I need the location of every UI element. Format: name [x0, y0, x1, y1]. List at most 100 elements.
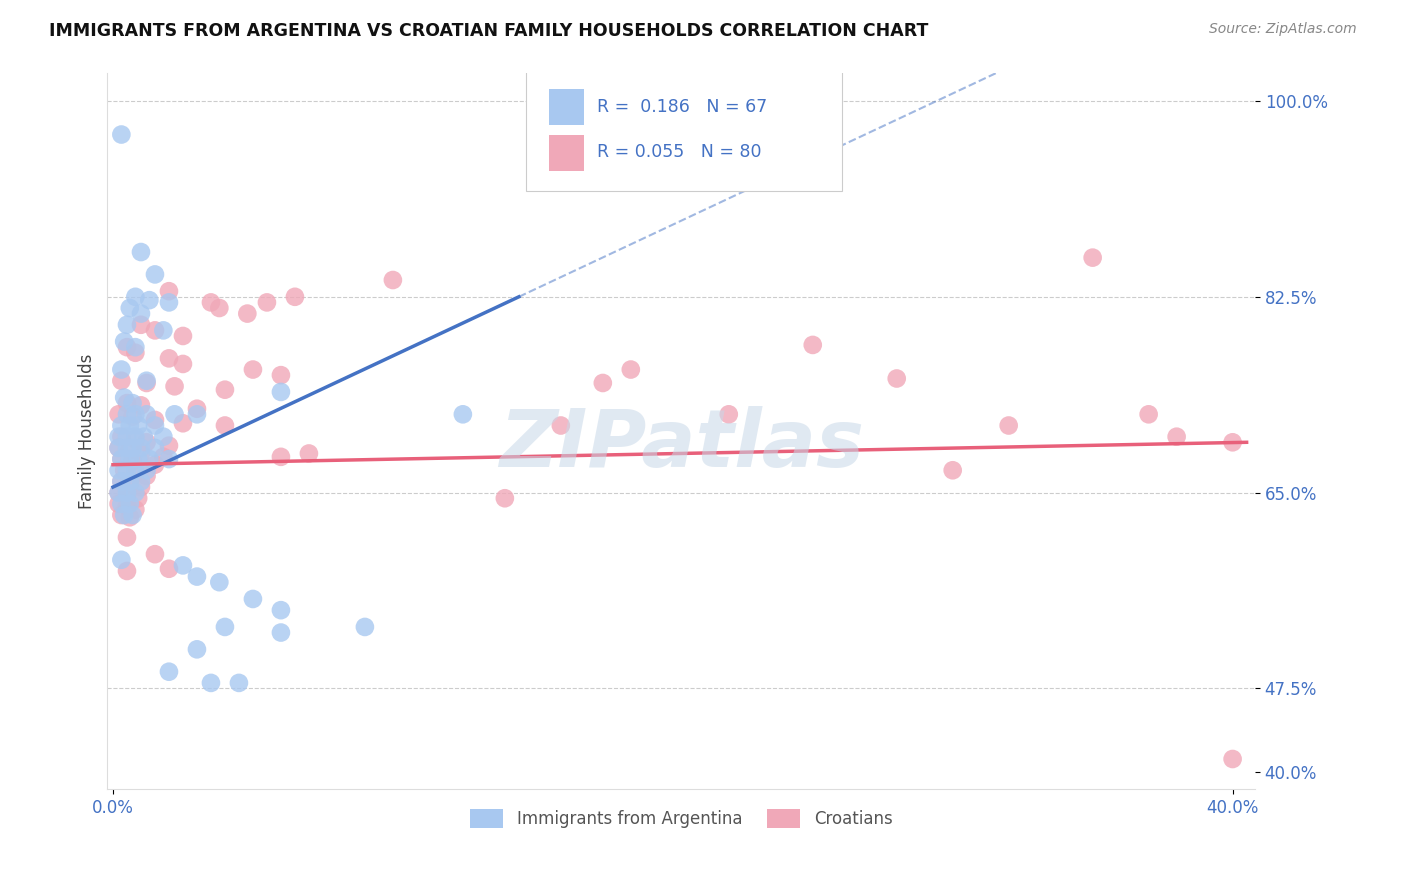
Point [118, 510, 141, 524]
Point [550, 418, 572, 433]
Point [270, 450, 292, 464]
Point [242, 362, 264, 376]
Point [135, 435, 157, 450]
Point [118, 475, 141, 489]
Point [143, 441, 166, 455]
Point [124, 432, 146, 446]
Legend: Immigrants from Argentina, Croatians: Immigrants from Argentina, Croatians [463, 802, 900, 835]
Point [107, 497, 129, 511]
Point [127, 418, 149, 433]
Point [381, 273, 404, 287]
Point [110, 553, 132, 567]
Point [208, 575, 231, 590]
Point [115, 407, 138, 421]
Point [135, 374, 157, 388]
Point [118, 476, 141, 491]
Point [157, 351, 180, 366]
Point [152, 323, 174, 337]
Point [132, 430, 155, 444]
Point [112, 334, 135, 349]
Point [107, 485, 129, 500]
Point [118, 301, 141, 315]
Point [115, 430, 138, 444]
Point [115, 488, 138, 502]
Bar [550, 136, 583, 171]
Point [298, 446, 321, 460]
Point [124, 345, 146, 359]
Point [1166, 430, 1188, 444]
Point [124, 463, 146, 477]
Point [118, 418, 141, 433]
Point [172, 558, 194, 573]
Point [163, 379, 186, 393]
Point [124, 290, 146, 304]
Point [163, 407, 186, 421]
Point [110, 452, 132, 467]
Point [157, 439, 180, 453]
Point [270, 625, 292, 640]
Point [112, 463, 135, 477]
Point [110, 418, 132, 433]
Text: ZIPatlas: ZIPatlas [499, 407, 863, 484]
Point [107, 463, 129, 477]
Point [129, 441, 152, 455]
Point [143, 458, 166, 472]
Point [107, 430, 129, 444]
Point [592, 376, 614, 390]
Point [124, 340, 146, 354]
Point [717, 407, 740, 421]
Point [620, 362, 643, 376]
Text: R =  0.186   N = 67: R = 0.186 N = 67 [598, 97, 768, 116]
Point [107, 485, 129, 500]
Point [115, 441, 138, 455]
Point [1222, 435, 1244, 450]
Point [124, 485, 146, 500]
Point [118, 452, 141, 467]
Point [135, 376, 157, 390]
Point [270, 368, 292, 383]
Text: IMMIGRANTS FROM ARGENTINA VS CROATIAN FAMILY HOUSEHOLDS CORRELATION CHART: IMMIGRANTS FROM ARGENTINA VS CROATIAN FA… [49, 22, 928, 40]
Point [284, 290, 307, 304]
Point [270, 603, 292, 617]
Point [200, 295, 222, 310]
Point [115, 485, 138, 500]
Point [110, 362, 132, 376]
Point [135, 468, 157, 483]
Point [186, 569, 208, 583]
Point [186, 401, 208, 416]
Point [110, 452, 132, 467]
Point [157, 665, 180, 679]
Point [157, 562, 180, 576]
Point [1081, 251, 1104, 265]
Point [228, 676, 250, 690]
Point [214, 418, 236, 433]
Point [115, 564, 138, 578]
Point [107, 407, 129, 421]
Point [135, 463, 157, 477]
Point [214, 383, 236, 397]
Point [110, 475, 132, 489]
Point [110, 374, 132, 388]
Point [236, 307, 259, 321]
Point [115, 318, 138, 332]
Point [997, 418, 1019, 433]
Point [451, 407, 474, 421]
Y-axis label: Family Households: Family Households [79, 353, 96, 508]
Point [112, 508, 135, 522]
Point [118, 497, 141, 511]
Point [107, 441, 129, 455]
Point [494, 491, 516, 506]
Point [886, 371, 908, 385]
Point [152, 450, 174, 464]
Text: Source: ZipAtlas.com: Source: ZipAtlas.com [1209, 22, 1357, 37]
Point [172, 417, 194, 431]
Point [129, 480, 152, 494]
Point [172, 329, 194, 343]
Point [208, 301, 231, 315]
Point [129, 307, 152, 321]
Point [143, 323, 166, 337]
Point [143, 418, 166, 433]
Point [138, 293, 160, 308]
Point [118, 443, 141, 458]
Point [143, 268, 166, 282]
